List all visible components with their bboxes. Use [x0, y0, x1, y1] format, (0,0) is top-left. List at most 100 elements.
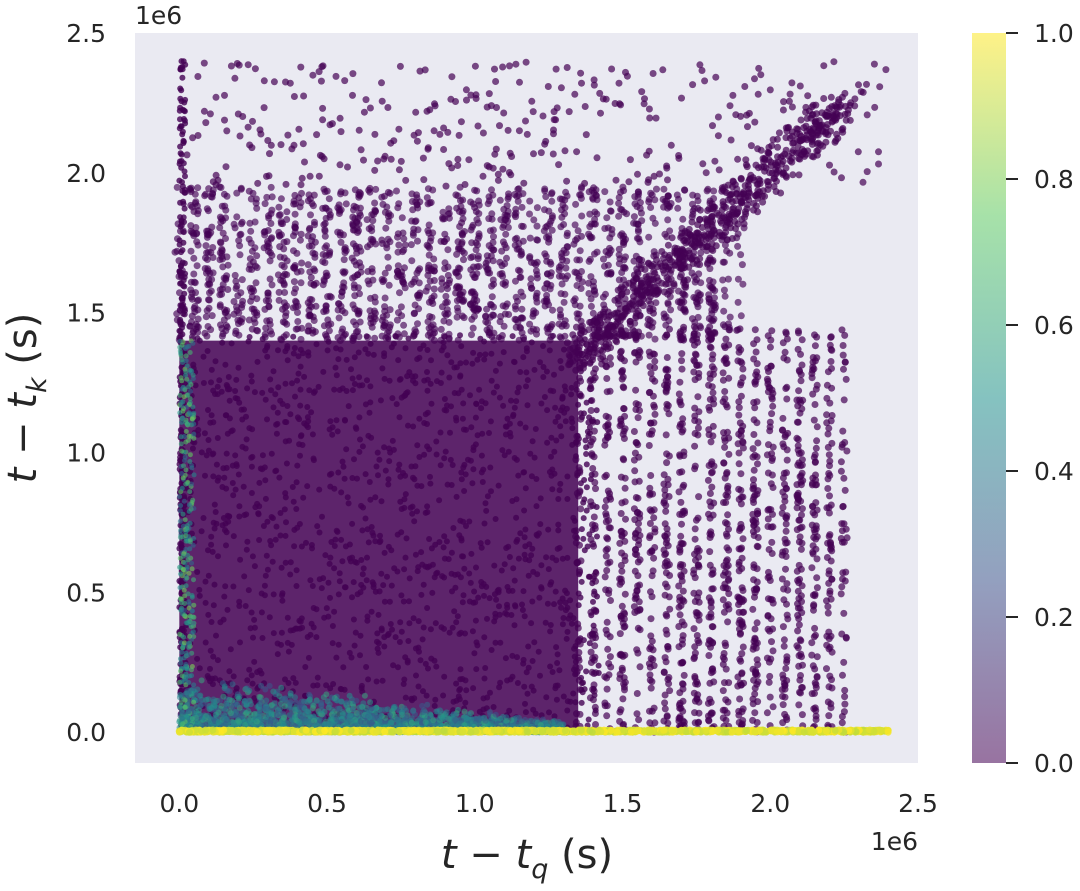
- data-point: [543, 233, 550, 241]
- data-point: [664, 542, 672, 550]
- data-point: [825, 570, 833, 578]
- data-point: [232, 388, 239, 394]
- data-point: [720, 562, 728, 570]
- data-point: [520, 354, 527, 361]
- data-point: [335, 469, 342, 476]
- data-point: [519, 237, 527, 245]
- data-point: [724, 618, 732, 626]
- data-point: [691, 525, 699, 533]
- data-point: [410, 377, 416, 384]
- data-point: [335, 591, 342, 598]
- data-point: [502, 303, 510, 310]
- data-point: [587, 608, 595, 616]
- data-point: [812, 681, 820, 689]
- data-point: [412, 463, 419, 470]
- data-point: [679, 697, 687, 705]
- data-point: [810, 601, 818, 609]
- data-point: [249, 285, 257, 293]
- data-point: [482, 351, 489, 358]
- data-point: [810, 416, 818, 424]
- data-point: [721, 443, 729, 451]
- data-point: [413, 672, 419, 679]
- data-point: [201, 430, 208, 437]
- data-point: [329, 623, 336, 629]
- data-point: [606, 198, 614, 206]
- data-point: [323, 682, 330, 689]
- data-point: [517, 530, 524, 537]
- data-point: [469, 324, 477, 332]
- data-point: [333, 417, 340, 424]
- data-point: [635, 477, 643, 485]
- data-point: [261, 582, 268, 589]
- data-point: [451, 608, 458, 615]
- data-point: [541, 185, 549, 193]
- data-point: [378, 498, 385, 505]
- data-point: [588, 234, 596, 241]
- data-point: [205, 572, 212, 579]
- data-point: [753, 586, 761, 594]
- data-point: [338, 536, 345, 543]
- data-point: [490, 389, 497, 396]
- data-point: [719, 321, 727, 329]
- data-point: [364, 377, 370, 384]
- data-point: [378, 236, 386, 244]
- data-point: [825, 424, 833, 432]
- data-point: [573, 323, 580, 331]
- data-point: [428, 357, 434, 364]
- data-point: [557, 480, 564, 487]
- data-point: [204, 265, 212, 273]
- data-point: [481, 592, 487, 599]
- data-point: [475, 230, 483, 238]
- data-point: [230, 220, 238, 228]
- data-point: [409, 697, 415, 704]
- data-point: [313, 606, 320, 613]
- data-point: [647, 419, 655, 427]
- data-point: [691, 674, 699, 682]
- data-point: [811, 401, 819, 408]
- data-point: [336, 578, 343, 585]
- data-point: [337, 346, 344, 353]
- data-point: [706, 406, 714, 414]
- data-point: [299, 624, 306, 631]
- data-point: [618, 527, 625, 535]
- data-point: [444, 285, 451, 293]
- data-point: [248, 305, 256, 313]
- data-point: [275, 203, 283, 211]
- data-point: [515, 185, 523, 193]
- data-point: [214, 435, 221, 441]
- data-point: [824, 539, 832, 547]
- data-point: [248, 247, 256, 255]
- data-point: [662, 501, 670, 509]
- data-point: [220, 515, 227, 521]
- data-point: [719, 714, 727, 722]
- data-point: [450, 525, 457, 531]
- data-point: [813, 673, 821, 680]
- data-point: [363, 577, 370, 584]
- data-point: [262, 396, 269, 403]
- data-point: [379, 200, 387, 208]
- data-point: [466, 598, 473, 605]
- data-point: [340, 664, 347, 671]
- data-point: [632, 530, 639, 538]
- data-point: [512, 293, 520, 301]
- data-point: [734, 242, 742, 250]
- data-point: [193, 262, 201, 270]
- data-point: [750, 416, 758, 424]
- data-point: [618, 375, 626, 383]
- data-point: [552, 588, 559, 595]
- data-point: [440, 544, 447, 551]
- data-point: [470, 273, 478, 281]
- data-point: [274, 651, 281, 658]
- data-point: [278, 641, 284, 648]
- data-point: [313, 341, 320, 348]
- data-point: [585, 279, 593, 287]
- data-point: [649, 646, 657, 654]
- data-point: [311, 250, 319, 258]
- data-point: [511, 359, 518, 366]
- data-point: [679, 632, 687, 640]
- data-point: [557, 358, 564, 364]
- data-point: [779, 414, 787, 422]
- data-point: [521, 534, 528, 541]
- data-point: [735, 561, 743, 569]
- data-point: [783, 356, 791, 364]
